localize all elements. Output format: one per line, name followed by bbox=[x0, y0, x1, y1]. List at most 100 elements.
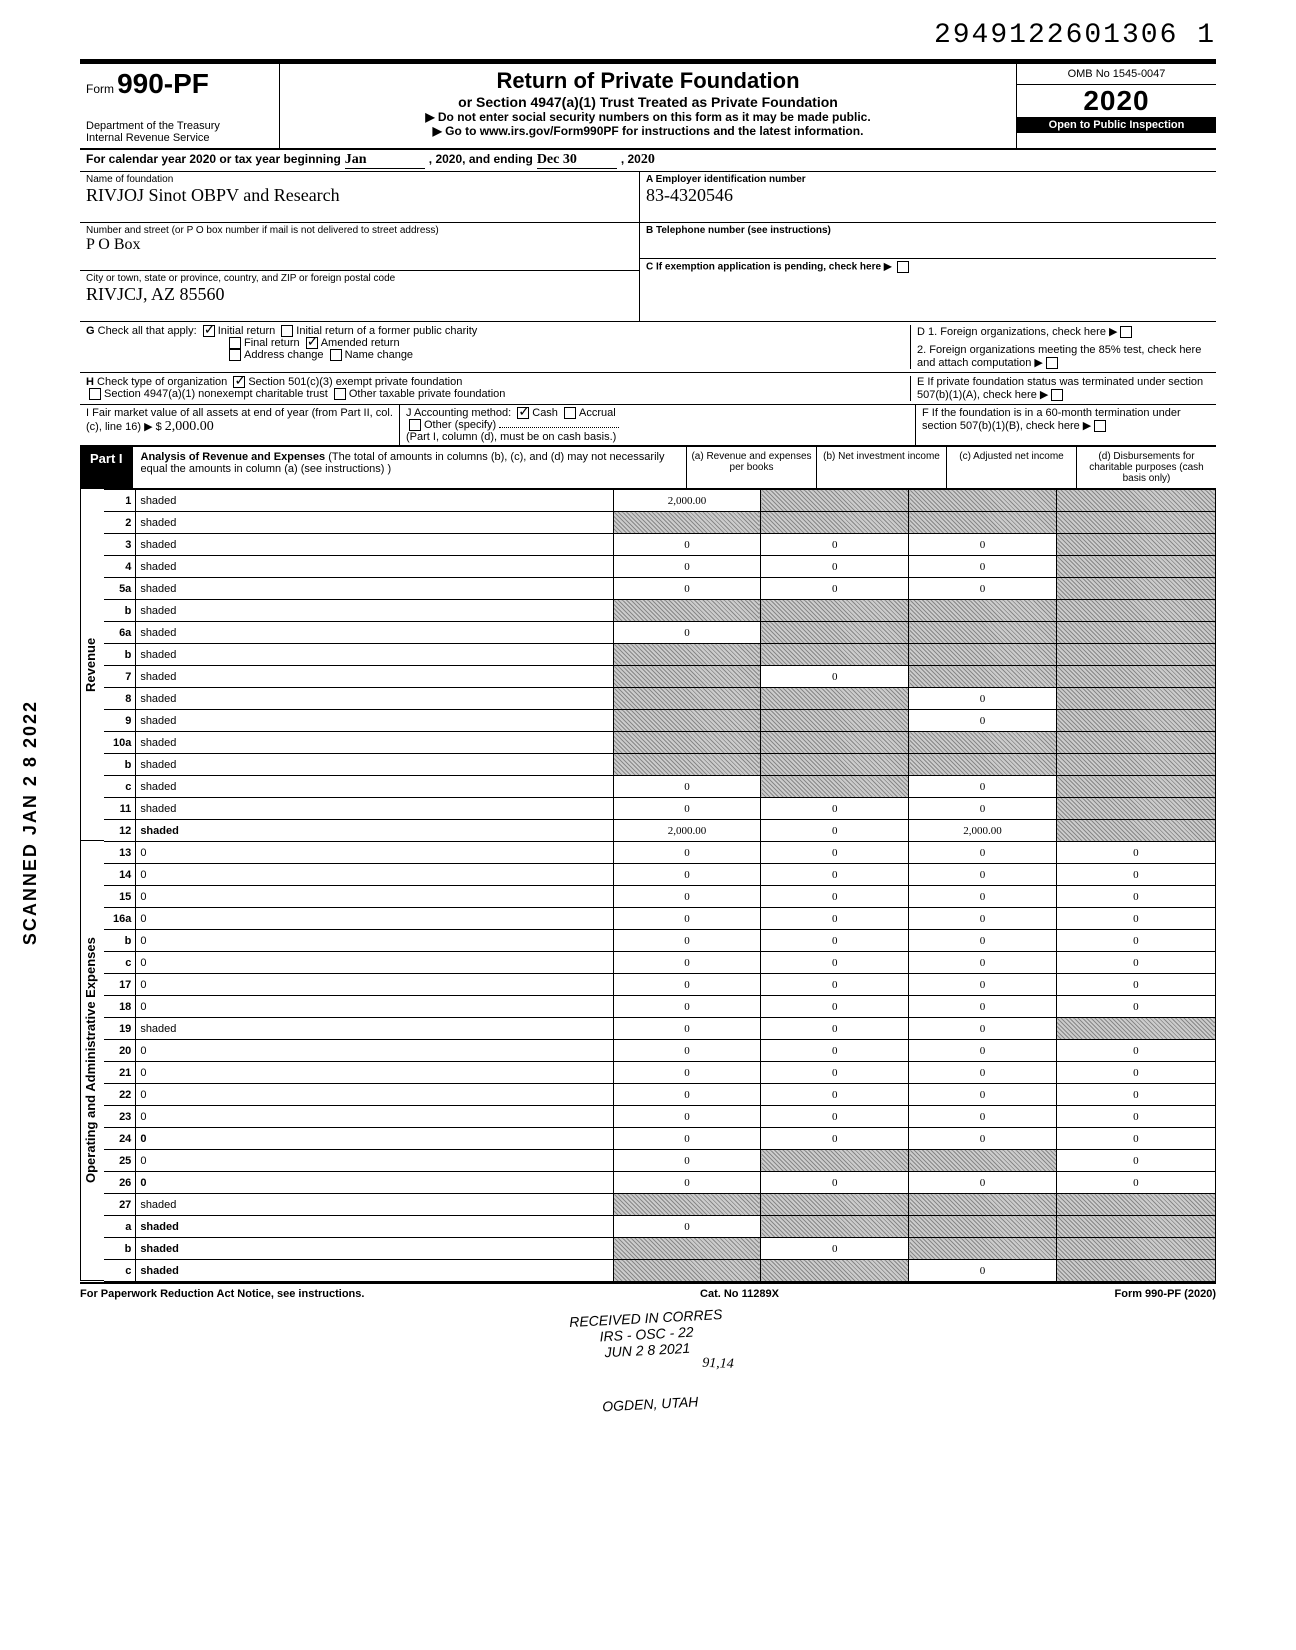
city-value[interactable]: RIVJCJ, AZ 85560 bbox=[86, 284, 633, 305]
cell-a[interactable]: 0 bbox=[613, 1084, 761, 1106]
cell-a[interactable]: 2,000.00 bbox=[613, 820, 761, 842]
cell-a[interactable]: 0 bbox=[613, 952, 761, 974]
e-checkbox[interactable] bbox=[1051, 389, 1063, 401]
cell-d[interactable]: 0 bbox=[1056, 1150, 1215, 1172]
cell-a[interactable]: 0 bbox=[613, 776, 761, 798]
cell-c[interactable] bbox=[909, 732, 1057, 754]
cell-d[interactable] bbox=[1056, 600, 1215, 622]
cell-a[interactable] bbox=[613, 710, 761, 732]
cell-b[interactable]: 0 bbox=[761, 842, 909, 864]
cell-b[interactable]: 0 bbox=[761, 1062, 909, 1084]
cell-d[interactable] bbox=[1056, 490, 1215, 512]
cell-d[interactable] bbox=[1056, 578, 1215, 600]
final-return-checkbox[interactable] bbox=[229, 337, 241, 349]
cell-c[interactable]: 0 bbox=[909, 908, 1057, 930]
cell-c[interactable] bbox=[909, 666, 1057, 688]
cell-c[interactable]: 0 bbox=[909, 578, 1057, 600]
name-change-checkbox[interactable] bbox=[330, 349, 342, 361]
cell-d[interactable]: 0 bbox=[1056, 952, 1215, 974]
cell-b[interactable]: 0 bbox=[761, 1018, 909, 1040]
cell-d[interactable]: 0 bbox=[1056, 908, 1215, 930]
cell-a[interactable]: 0 bbox=[613, 930, 761, 952]
initial-former-checkbox[interactable] bbox=[281, 325, 293, 337]
cell-c[interactable]: 0 bbox=[909, 1084, 1057, 1106]
cell-b[interactable]: 0 bbox=[761, 1106, 909, 1128]
cell-a[interactable] bbox=[613, 666, 761, 688]
cell-a[interactable]: 0 bbox=[613, 1128, 761, 1150]
cell-d[interactable]: 0 bbox=[1056, 1128, 1215, 1150]
cell-b[interactable] bbox=[761, 732, 909, 754]
d1-checkbox[interactable] bbox=[1120, 326, 1132, 338]
cell-b[interactable] bbox=[761, 1194, 909, 1216]
cell-b[interactable]: 0 bbox=[761, 666, 909, 688]
cell-d[interactable] bbox=[1056, 556, 1215, 578]
cell-a[interactable]: 0 bbox=[613, 864, 761, 886]
cell-d[interactable] bbox=[1056, 798, 1215, 820]
cell-c[interactable] bbox=[909, 754, 1057, 776]
cell-a[interactable]: 0 bbox=[613, 578, 761, 600]
cell-a[interactable]: 0 bbox=[613, 886, 761, 908]
cell-a[interactable]: 0 bbox=[613, 1040, 761, 1062]
cell-d[interactable] bbox=[1056, 1238, 1215, 1260]
cell-c[interactable]: 0 bbox=[909, 1260, 1057, 1282]
cell-d[interactable] bbox=[1056, 732, 1215, 754]
cell-b[interactable]: 0 bbox=[761, 820, 909, 842]
cell-a[interactable] bbox=[613, 600, 761, 622]
cell-a[interactable] bbox=[613, 644, 761, 666]
cell-b[interactable] bbox=[761, 512, 909, 534]
cell-a[interactable]: 0 bbox=[613, 1062, 761, 1084]
cell-b[interactable]: 0 bbox=[761, 556, 909, 578]
cell-d[interactable]: 0 bbox=[1056, 1040, 1215, 1062]
cell-b[interactable] bbox=[761, 600, 909, 622]
cell-d[interactable] bbox=[1056, 1194, 1215, 1216]
cell-b[interactable] bbox=[761, 754, 909, 776]
cell-b[interactable] bbox=[761, 490, 909, 512]
cell-a[interactable]: 0 bbox=[613, 1172, 761, 1194]
cell-c[interactable] bbox=[909, 1238, 1057, 1260]
cell-b[interactable]: 0 bbox=[761, 864, 909, 886]
cell-c[interactable]: 0 bbox=[909, 952, 1057, 974]
cell-b[interactable] bbox=[761, 1260, 909, 1282]
cell-b[interactable]: 0 bbox=[761, 908, 909, 930]
cell-c[interactable]: 0 bbox=[909, 534, 1057, 556]
cell-c[interactable] bbox=[909, 490, 1057, 512]
cell-d[interactable] bbox=[1056, 512, 1215, 534]
cell-c[interactable]: 0 bbox=[909, 974, 1057, 996]
cell-b[interactable] bbox=[761, 644, 909, 666]
cell-d[interactable]: 0 bbox=[1056, 1106, 1215, 1128]
cell-a[interactable]: 0 bbox=[613, 996, 761, 1018]
cell-b[interactable]: 0 bbox=[761, 1128, 909, 1150]
cell-b[interactable] bbox=[761, 776, 909, 798]
cell-c[interactable]: 0 bbox=[909, 798, 1057, 820]
other-taxable-checkbox[interactable] bbox=[334, 388, 346, 400]
cell-b[interactable]: 0 bbox=[761, 974, 909, 996]
cell-c[interactable]: 0 bbox=[909, 842, 1057, 864]
address-change-checkbox[interactable] bbox=[229, 349, 241, 361]
cell-a[interactable]: 0 bbox=[613, 622, 761, 644]
cell-d[interactable] bbox=[1056, 710, 1215, 732]
cell-a[interactable]: 0 bbox=[613, 556, 761, 578]
amended-return-checkbox[interactable] bbox=[306, 337, 318, 349]
cell-c[interactable]: 0 bbox=[909, 1128, 1057, 1150]
cell-c[interactable]: 0 bbox=[909, 996, 1057, 1018]
cell-b[interactable]: 0 bbox=[761, 578, 909, 600]
cell-d[interactable] bbox=[1056, 1018, 1215, 1040]
cell-d[interactable]: 0 bbox=[1056, 1084, 1215, 1106]
accrual-checkbox[interactable] bbox=[564, 407, 576, 419]
cell-d[interactable]: 0 bbox=[1056, 1062, 1215, 1084]
d2-checkbox[interactable] bbox=[1046, 357, 1058, 369]
cell-a[interactable]: 2,000.00 bbox=[613, 490, 761, 512]
cell-c[interactable] bbox=[909, 644, 1057, 666]
cell-a[interactable] bbox=[613, 732, 761, 754]
cell-c[interactable] bbox=[909, 512, 1057, 534]
other-method-checkbox[interactable] bbox=[409, 419, 421, 431]
cell-b[interactable] bbox=[761, 1150, 909, 1172]
cell-d[interactable] bbox=[1056, 754, 1215, 776]
cash-checkbox[interactable] bbox=[517, 407, 529, 419]
cell-d[interactable] bbox=[1056, 820, 1215, 842]
cell-b[interactable]: 0 bbox=[761, 1084, 909, 1106]
cell-c[interactable]: 0 bbox=[909, 556, 1057, 578]
cell-d[interactable] bbox=[1056, 688, 1215, 710]
cell-b[interactable] bbox=[761, 688, 909, 710]
cell-a[interactable]: 0 bbox=[613, 842, 761, 864]
